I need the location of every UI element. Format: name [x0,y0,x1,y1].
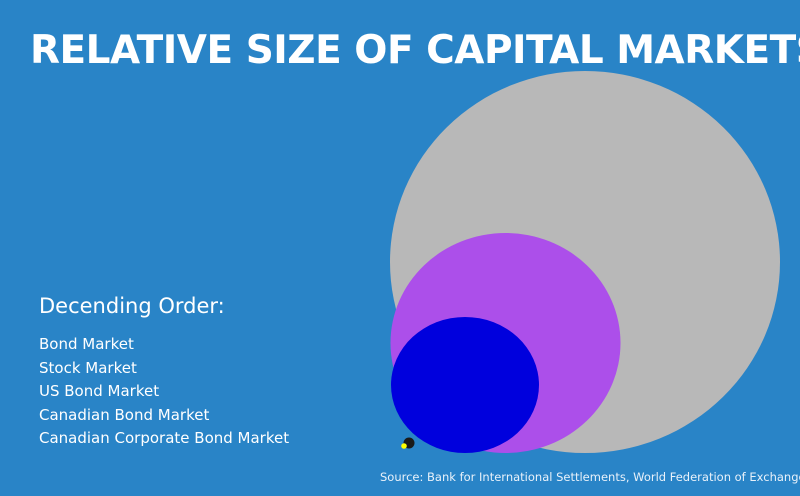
legend-item: Stock Market [39,358,137,377]
circle-us-bond-market [391,317,539,453]
legend-item: Bond Market [39,335,134,353]
legend-item: Canadian Bond Market [39,405,210,424]
legend-list: Bond Market Stock Market US Bond Market … [39,333,289,451]
page-title: RELATIVE SIZE OF CAPITAL MARKETS [30,28,800,73]
legend-heading: Decending Order: [39,294,225,318]
source-note: Source: Bank for International Settlemen… [380,470,800,484]
circle-canadian-corporate-bond-market [401,443,407,449]
legend-item: Canadian Corporate Bond Market [39,429,290,447]
legend-item: US Bond Market [39,382,160,400]
